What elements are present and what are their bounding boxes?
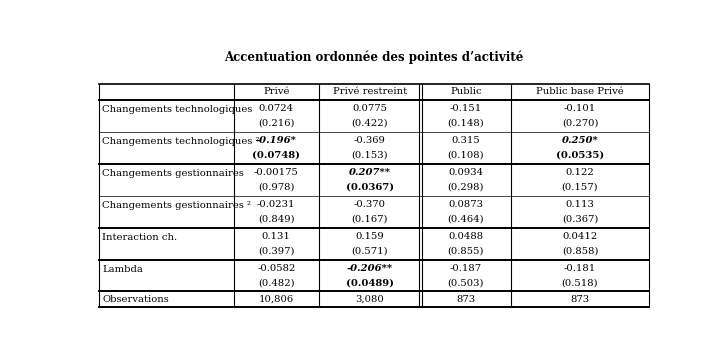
Text: (0.216): (0.216) [258,118,295,127]
Text: (0.855): (0.855) [447,246,484,255]
Text: -0.151: -0.151 [450,104,482,113]
Text: 0.122: 0.122 [565,168,594,177]
Text: (0.0367): (0.0367) [345,182,394,191]
Text: (0.571): (0.571) [351,246,388,255]
Text: -0.0582: -0.0582 [257,264,295,273]
Text: (0.0535): (0.0535) [556,150,605,159]
Text: 10,806: 10,806 [258,295,294,304]
Text: 3,080: 3,080 [355,295,384,304]
Text: 0.0873: 0.0873 [448,200,484,209]
Text: (0.422): (0.422) [351,118,388,127]
Text: -0.206**: -0.206** [347,264,393,273]
Text: -0.370: -0.370 [354,200,386,209]
Text: -0.181: -0.181 [564,264,596,273]
Text: 873: 873 [456,295,476,304]
Text: -0.196*: -0.196* [256,136,297,145]
Text: 0.0934: 0.0934 [448,168,484,177]
Text: Changements technologiques: Changements technologiques [102,105,253,114]
Text: 0.0488: 0.0488 [448,232,484,241]
Text: -0.0231: -0.0231 [257,200,295,209]
Text: (0.270): (0.270) [562,118,598,127]
Text: (0.148): (0.148) [447,118,484,127]
Text: (0.367): (0.367) [562,214,598,223]
Text: 0.0412: 0.0412 [563,232,598,241]
Text: (0.464): (0.464) [447,214,484,223]
Text: (0.167): (0.167) [351,214,388,223]
Text: 0.0724: 0.0724 [258,104,294,113]
Text: (0.397): (0.397) [258,246,295,255]
Text: (0.0748): (0.0748) [252,150,300,159]
Text: -0.101: -0.101 [564,104,596,113]
Text: (0.978): (0.978) [258,182,295,191]
Text: (0.0489): (0.0489) [346,278,394,287]
Text: Observations: Observations [102,295,169,304]
Text: (0.858): (0.858) [562,246,598,255]
Text: Changements technologiques ²: Changements technologiques ² [102,137,260,146]
Text: Changements gestionnaires: Changements gestionnaires [102,169,244,178]
Text: (0.108): (0.108) [447,150,484,159]
Text: 0.0775: 0.0775 [353,104,387,113]
Text: (0.153): (0.153) [351,150,388,159]
Text: Lambda: Lambda [102,265,143,274]
Text: -0.187: -0.187 [450,264,482,273]
Text: -0.00175: -0.00175 [254,168,299,177]
Text: Interaction ch.: Interaction ch. [102,233,177,241]
Text: 873: 873 [571,295,589,304]
Text: (0.518): (0.518) [562,278,598,287]
Text: Privé: Privé [263,87,290,96]
Text: Changements gestionnaires ²: Changements gestionnaires ² [102,201,251,210]
Text: Public base Privé: Public base Privé [536,87,624,96]
Text: (0.482): (0.482) [258,278,295,287]
Text: 0.113: 0.113 [565,200,594,209]
Text: 0.315: 0.315 [452,136,480,145]
Text: (0.849): (0.849) [258,214,295,223]
Text: 0.250*: 0.250* [562,136,599,145]
Text: Public: Public [450,87,481,96]
Text: (0.503): (0.503) [447,278,484,287]
Text: (0.298): (0.298) [447,182,484,191]
Text: 0.159: 0.159 [355,232,384,241]
Text: Privé restreint: Privé restreint [332,87,407,96]
Text: (0.157): (0.157) [562,182,598,191]
Text: -0.369: -0.369 [354,136,386,145]
Text: 0.131: 0.131 [262,232,291,241]
Text: Accentuation ordonnée des pointes d’activité: Accentuation ordonnée des pointes d’acti… [224,50,523,64]
Text: 0.207**: 0.207** [349,168,391,177]
